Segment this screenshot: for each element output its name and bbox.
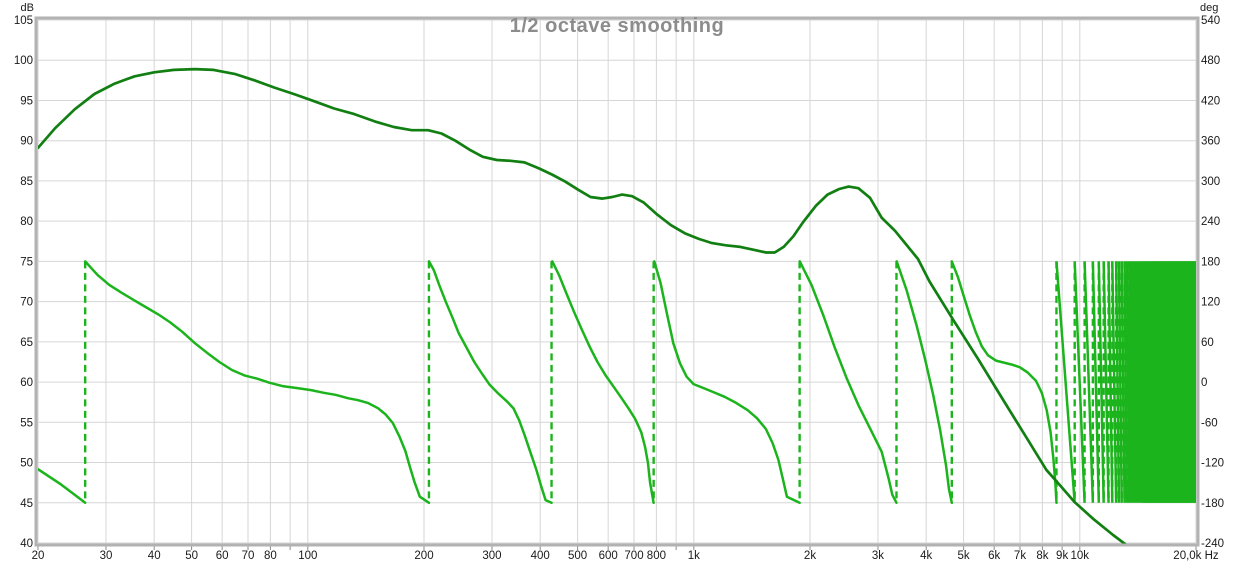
x-tick-label: 600 (599, 550, 618, 562)
right-tick-label: -60 (1201, 417, 1218, 429)
x-tick-label: 500 (568, 550, 587, 562)
x-tick-label: 70 (242, 550, 255, 562)
x-tick-label: 9k (1056, 550, 1068, 562)
x-tick-label: 1k (688, 550, 700, 562)
phase-curve (38, 260, 1196, 505)
x-tick-label: 6k (988, 550, 1000, 562)
x-tick-label: 800 (647, 550, 666, 562)
left-tick-label: 40 (20, 538, 33, 550)
left-tick-label: 75 (20, 256, 33, 268)
x-tick-label: 40 (148, 550, 161, 562)
right-axis-unit-label: deg (1200, 2, 1219, 14)
right-tick-label: 0 (1201, 377, 1207, 389)
right-tick-label: 480 (1201, 55, 1220, 67)
x-tick-label: 200 (414, 550, 433, 562)
x-tick-label: 4k (920, 550, 932, 562)
right-tick-label: 60 (1201, 337, 1214, 349)
left-tick-label: 60 (20, 377, 33, 389)
plot-area (38, 20, 1196, 543)
grid (37, 19, 1197, 544)
axis-tick-labels: 105 100 95 90 85 80 75 70 65 60 55 50 45 40 540 480 420 3… (14, 15, 1224, 562)
x-tick-label: 7k (1014, 550, 1026, 562)
left-tick-label: 65 (20, 337, 33, 349)
x-tick-label: 300 (482, 550, 501, 562)
x-tick-label: 20,0k Hz (1173, 550, 1219, 562)
x-tick-label: 400 (531, 550, 550, 562)
right-tick-label: 360 (1201, 136, 1220, 148)
left-tick-label: 105 (14, 15, 33, 27)
left-tick-label: 50 (20, 458, 33, 470)
x-tick-label: 10k (1071, 550, 1090, 562)
right-tick-label: -120 (1201, 458, 1224, 470)
left-axis-unit-label: dB (20, 2, 34, 14)
x-tick-label: 30 (100, 550, 113, 562)
left-tick-label: 55 (20, 417, 33, 429)
left-tick-label: 95 (20, 95, 33, 107)
plot-border (34, 16, 1200, 547)
left-tick-label: 90 (20, 136, 33, 148)
x-tick-label: 80 (264, 550, 277, 562)
x-tick-label: 2k (804, 550, 816, 562)
left-tick-label: 100 (14, 55, 33, 67)
right-tick-label: 300 (1201, 176, 1220, 188)
x-tick-label: 100 (298, 550, 317, 562)
right-tick-label: 180 (1201, 256, 1220, 268)
x-tick-label: 60 (216, 550, 229, 562)
right-tick-label: 420 (1201, 95, 1220, 107)
left-tick-label: 70 (20, 297, 33, 309)
x-tick-label: 20 (32, 550, 45, 562)
magnitude-curve (38, 67, 1130, 546)
left-tick-label: 85 (20, 176, 33, 188)
phase-dense-block (1142, 261, 1196, 503)
right-tick-label: -180 (1201, 498, 1224, 510)
right-tick-label: 540 (1201, 15, 1220, 27)
x-tick-label: 700 (624, 550, 643, 562)
left-tick-label: 80 (20, 216, 33, 228)
right-tick-label: -240 (1201, 538, 1224, 550)
right-tick-label: 240 (1201, 216, 1220, 228)
x-tick-label: 8k (1036, 550, 1048, 562)
right-tick-label: 120 (1201, 297, 1220, 309)
x-tick-label: 5k (958, 550, 970, 562)
left-tick-label: 45 (20, 498, 33, 510)
x-tick-label: 3k (872, 550, 884, 562)
x-tick-label: 50 (185, 550, 198, 562)
